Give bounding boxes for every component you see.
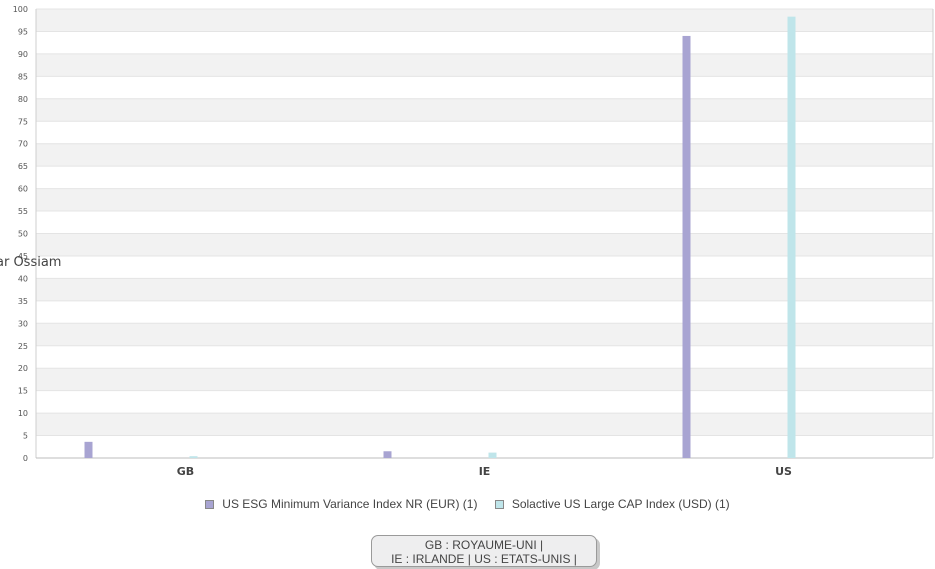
legend-item-series-2[interactable]: Solactive US Large CAP Index (USD) (1) [494,497,730,511]
watermark-text: ar Ossiam [0,255,62,270]
legend-label-series-1: US ESG Minimum Variance Index NR (EUR) (… [222,497,478,511]
grid-band [36,188,933,212]
grid-band [36,278,933,301]
bar [383,451,392,458]
bar [682,35,691,458]
grid-band [36,323,933,346]
grid-band [36,76,933,99]
grid-band [36,166,933,189]
grid-band [36,31,933,54]
grid-bands [35,8,934,459]
y-tick-label: 70 [18,140,28,149]
grid-band [36,345,933,369]
y-tick-label: 40 [18,274,28,283]
y-tick-label: 55 [18,207,28,216]
note-line-2: IE : IRLANDE | US : ETATS-UNIS | [391,552,577,566]
bar [189,456,198,458]
note-line-1: GB : ROYAUME-UNI | [424,538,544,552]
grid-band [36,211,933,234]
grid-band [36,255,933,279]
y-tick-label: 25 [18,342,28,351]
y-tick-label: 60 [18,185,28,194]
y-tick-label: 50 [18,230,28,239]
y-tick-label: 15 [18,387,28,396]
y-tick-label: 0 [23,454,28,463]
y-tick-label: 100 [13,5,28,14]
bar [488,452,497,458]
y-tick-label: 45 [18,252,28,261]
y-axis-ticks: 0 5 10 15 20 25 30 35 40 45 50 55 60 65 70 75 80 85 90 95 10… [13,5,28,463]
y-tick-label: 90 [18,50,28,59]
grid-band [36,233,933,256]
legend-item-series-1[interactable]: US ESG Minimum Variance Index NR (EUR) (… [205,497,477,511]
y-tick-label: 65 [18,162,28,171]
grid-band [36,300,933,324]
country-code-note: GB : ROYAUME-UNI | IE : IRLANDE | US : E… [371,535,597,567]
grid-band [36,368,933,391]
x-tick-label: US [775,465,792,478]
grid-band [36,390,933,414]
y-tick-label: 35 [18,297,28,306]
x-tick-label: GB [177,465,194,478]
x-axis-ticks: GB IE US [177,465,792,478]
bar [787,16,796,459]
legend-swatch-series-2 [494,500,504,510]
y-tick-label: 80 [18,95,28,104]
y-tick-label: 95 [18,27,28,36]
bar [84,441,93,458]
y-tick-label: 10 [18,409,28,418]
x-tick-label: IE [479,465,491,478]
bars [84,16,796,459]
y-tick-label: 85 [18,72,28,81]
bar-chart: 0 5 10 15 20 25 30 35 40 45 50 55 60 65 70 75 80 85 90 95 10… [13,5,934,478]
grid-band [36,53,933,77]
grid-band [36,143,933,167]
grid-band [36,435,933,458]
grid-band [36,413,933,436]
y-tick-label: 5 [23,432,28,441]
grid-band [36,121,933,144]
grid-band [36,98,933,122]
legend: US ESG Minimum Variance Index NR (EUR) (… [0,497,935,511]
y-tick-label: 75 [18,117,28,126]
y-tick-label: 20 [18,364,28,373]
y-tick-label: 30 [18,319,28,328]
legend-swatch-series-1 [205,500,215,510]
grid-band [36,9,933,32]
legend-label-series-2: Solactive US Large CAP Index (USD) (1) [511,497,730,511]
